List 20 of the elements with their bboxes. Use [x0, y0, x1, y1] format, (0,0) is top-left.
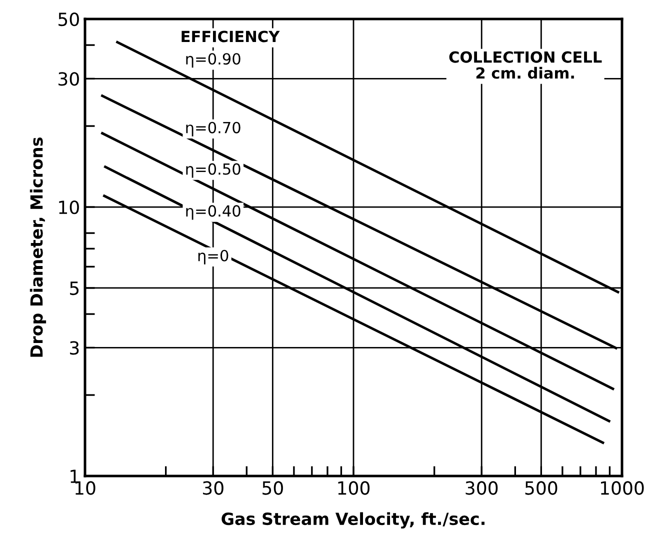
x-tick-label: 100	[338, 481, 370, 495]
annotation: COLLECTION CELL 2 cm. diam.	[449, 51, 602, 79]
x-tick-label: 500	[525, 481, 558, 495]
y-axis-title: Drop Diameter, Microns	[30, 138, 46, 357]
x-axis-title: Gas Stream Velocity, ft./sec.	[222, 512, 484, 528]
y-tick-label: 5	[70, 282, 79, 296]
y-tick-label: 50	[58, 12, 79, 26]
x-tick-label: 300	[466, 481, 498, 495]
series-label: η=0.40	[186, 205, 240, 220]
y-tick-label: 10	[59, 200, 79, 214]
x-tick-label: 50	[262, 481, 283, 495]
y-tick-label: 3	[70, 341, 79, 355]
series-label: η=0.90	[186, 53, 240, 68]
series-label: η=0.50	[186, 163, 240, 178]
series-label: η=0.70	[186, 122, 240, 136]
x-tick-label: 1000	[601, 481, 644, 495]
y-tick-label: 30	[58, 72, 79, 86]
series-label: η=0	[198, 250, 228, 264]
annotation: EFFICIENCY	[182, 30, 280, 42]
x-tick-label: 30	[202, 481, 224, 495]
